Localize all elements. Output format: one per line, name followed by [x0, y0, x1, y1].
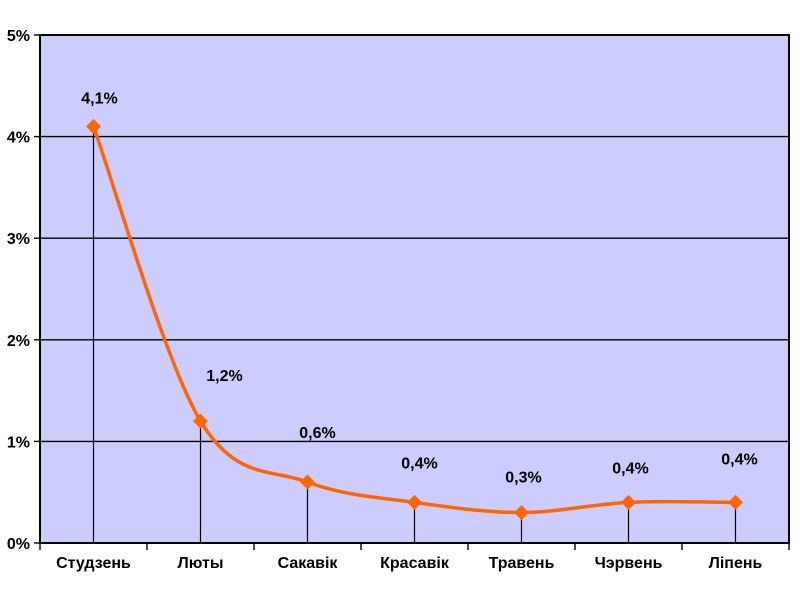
data-label: 4,1%	[81, 90, 117, 107]
data-label: 0,4%	[401, 455, 437, 472]
y-axis-tick-label: 0%	[7, 536, 30, 553]
data-point-marker	[728, 494, 743, 510]
x-axis-category-label: Красавік	[380, 555, 450, 572]
data-point-marker	[193, 413, 208, 429]
y-axis-tick-label: 4%	[7, 130, 30, 147]
data-label: 0,4%	[612, 460, 648, 477]
x-axis-category-label: Сакавік	[278, 555, 339, 572]
data-label: 1,2%	[206, 368, 242, 385]
x-axis-category-label: Травень	[489, 555, 555, 572]
data-label: 0,6%	[299, 425, 335, 442]
x-axis-category-label: Студзень	[56, 555, 131, 572]
data-point-marker	[86, 118, 101, 134]
plot-area	[39, 34, 790, 544]
data-point-marker	[300, 474, 315, 490]
data-label: 0,4%	[721, 451, 757, 468]
data-point-marker	[514, 505, 529, 521]
y-axis-tick-label: 2%	[7, 333, 30, 350]
y-axis-tick-label: 1%	[7, 434, 30, 451]
data-label: 0,3%	[505, 470, 541, 487]
y-axis-tick-label: 3%	[7, 231, 30, 248]
data-point-marker	[621, 494, 636, 510]
y-axis-tick-label: 5%	[7, 28, 30, 45]
x-axis-category-label: Люты	[178, 555, 224, 572]
x-axis-category-label: Ліпень	[709, 555, 763, 572]
data-point-marker	[407, 494, 422, 510]
x-axis-category-label: Чэрвень	[595, 555, 663, 572]
